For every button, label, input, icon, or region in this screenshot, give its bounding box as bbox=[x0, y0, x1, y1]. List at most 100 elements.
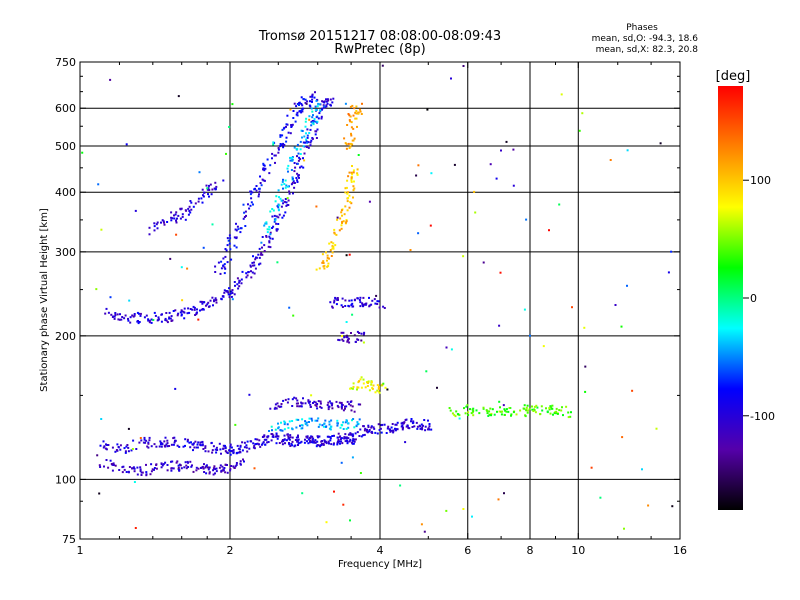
data-point bbox=[176, 444, 179, 447]
data-point bbox=[360, 339, 363, 342]
data-point bbox=[269, 164, 272, 167]
data-point bbox=[498, 400, 501, 403]
data-point bbox=[336, 443, 339, 446]
data-point bbox=[351, 313, 354, 316]
data-point bbox=[314, 401, 317, 404]
data-point bbox=[351, 104, 354, 107]
data-point bbox=[336, 218, 339, 221]
data-point bbox=[555, 410, 558, 413]
data-point bbox=[310, 139, 313, 142]
data-point bbox=[482, 406, 485, 409]
data-point bbox=[503, 413, 506, 416]
data-point bbox=[368, 389, 371, 392]
data-point bbox=[291, 405, 294, 407]
data-point bbox=[289, 108, 292, 111]
data-point bbox=[223, 263, 226, 266]
data-point bbox=[300, 440, 303, 443]
data-point bbox=[450, 348, 453, 351]
data-point bbox=[349, 120, 352, 123]
data-point bbox=[148, 439, 151, 442]
data-point bbox=[243, 446, 246, 449]
data-point bbox=[307, 399, 310, 402]
data-point bbox=[396, 428, 399, 431]
data-point bbox=[375, 294, 378, 297]
data-point bbox=[314, 120, 317, 123]
data-point bbox=[174, 387, 177, 390]
data-point bbox=[185, 467, 188, 470]
data-point bbox=[123, 468, 126, 471]
data-point bbox=[181, 215, 184, 218]
data-point bbox=[337, 422, 339, 425]
data-point bbox=[356, 423, 359, 426]
data-point bbox=[243, 460, 245, 463]
data-point bbox=[275, 215, 278, 218]
data-point bbox=[275, 432, 278, 435]
data-point bbox=[164, 319, 167, 321]
data-point bbox=[348, 171, 351, 174]
data-point bbox=[208, 472, 211, 475]
data-point bbox=[423, 530, 426, 533]
data-point bbox=[275, 228, 278, 231]
data-point bbox=[95, 288, 98, 291]
data-point bbox=[263, 244, 266, 247]
data-point bbox=[188, 311, 191, 314]
data-point bbox=[462, 508, 465, 510]
data-point bbox=[287, 131, 290, 134]
data-point bbox=[408, 427, 411, 430]
data-point bbox=[298, 101, 301, 104]
data-point bbox=[293, 182, 296, 184]
data-point bbox=[99, 444, 102, 447]
data-point bbox=[306, 128, 309, 131]
data-point bbox=[323, 425, 325, 428]
data-point bbox=[335, 303, 338, 306]
data-point bbox=[320, 440, 323, 443]
data-point bbox=[144, 441, 147, 444]
data-point bbox=[220, 298, 223, 301]
data-point bbox=[311, 100, 313, 103]
data-point bbox=[350, 299, 353, 302]
data-point bbox=[322, 442, 325, 445]
data-point bbox=[301, 136, 303, 139]
data-point bbox=[340, 403, 343, 406]
data-point bbox=[302, 98, 305, 101]
data-point bbox=[239, 460, 242, 463]
data-point bbox=[214, 271, 217, 273]
data-point bbox=[331, 435, 334, 437]
data-point bbox=[204, 450, 207, 453]
data-point bbox=[309, 141, 312, 144]
data-point bbox=[288, 185, 290, 188]
phases-heading: Phases bbox=[626, 23, 658, 33]
data-point bbox=[279, 197, 282, 200]
data-point bbox=[235, 246, 238, 249]
data-point bbox=[246, 440, 249, 443]
data-point bbox=[126, 444, 129, 446]
data-point bbox=[133, 481, 136, 483]
data-point bbox=[173, 441, 176, 444]
data-point bbox=[175, 221, 178, 224]
data-point bbox=[233, 281, 236, 283]
data-point bbox=[237, 228, 240, 231]
data-point bbox=[313, 118, 316, 121]
data-point bbox=[457, 413, 460, 416]
y-tick-label: 100 bbox=[55, 473, 76, 486]
data-point bbox=[190, 201, 193, 204]
data-point bbox=[262, 167, 265, 170]
data-point bbox=[276, 402, 279, 405]
data-point bbox=[293, 170, 296, 173]
data-point bbox=[270, 439, 273, 442]
data-point bbox=[194, 202, 197, 205]
data-point bbox=[241, 449, 244, 452]
data-point bbox=[295, 177, 298, 179]
data-point bbox=[277, 405, 280, 408]
data-point bbox=[351, 387, 354, 390]
data-point bbox=[469, 408, 471, 411]
data-point bbox=[261, 436, 264, 438]
data-point bbox=[296, 155, 298, 158]
data-point bbox=[170, 216, 173, 219]
data-point bbox=[263, 224, 266, 227]
data-point bbox=[196, 446, 199, 449]
data-point bbox=[285, 136, 288, 139]
data-point bbox=[189, 308, 192, 310]
data-point bbox=[284, 398, 287, 401]
data-point bbox=[177, 95, 180, 98]
